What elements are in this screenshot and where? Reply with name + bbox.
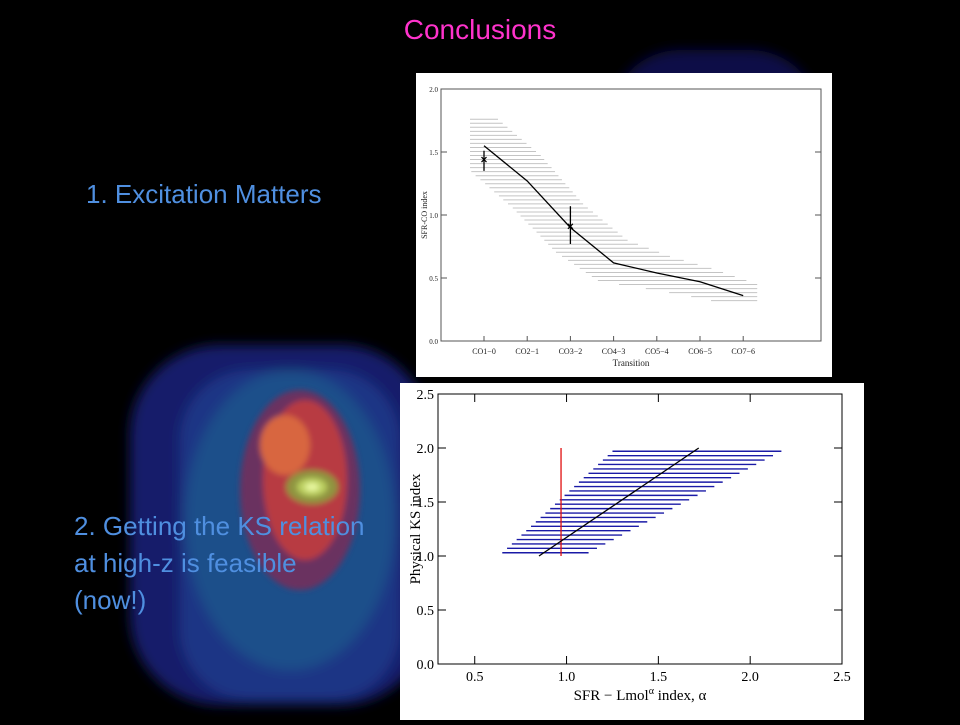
x-ticks: 0.5 1.0 1.5 2.0 2.5 xyxy=(466,394,851,685)
x-tick-label: 2.0 xyxy=(741,670,759,685)
y-ticks: 0.0 0.5 1.0 1.5 2.0 xyxy=(429,86,821,346)
y-tick-label: 0.0 xyxy=(429,338,438,346)
y-tick-label: 0.5 xyxy=(417,604,435,619)
x-ticks: CO1−0 CO2−1 CO3−2 CO4−3 CO5−4 CO6−5 CO7−6 xyxy=(472,336,755,356)
x-tick-label: 1.5 xyxy=(650,670,668,685)
y-tick-label: 2.0 xyxy=(417,442,435,457)
y-ticks: 0.0 0.5 1.0 1.5 2.0 2.5 xyxy=(417,388,842,673)
chart-sfr-co-index: CO1−0 CO2−1 CO3−2 CO4−3 CO5−4 CO6−5 CO7−6 0.0 0… xyxy=(416,73,832,377)
uncertainty-band xyxy=(470,118,758,302)
x-tick-label: CO7−6 xyxy=(731,347,755,356)
y-tick-label: 1.5 xyxy=(429,149,438,157)
point-marker xyxy=(481,156,487,163)
x-tick-label: CO3−2 xyxy=(559,347,583,356)
chart-physical-ks-index: 0.5 1.0 1.5 2.0 2.5 0.0 0.5 1.0 1.5 2.0 2.5 SFR −… xyxy=(400,383,864,720)
y-axis-label: SFR-CO index xyxy=(420,191,429,239)
x-tick-label: 0.5 xyxy=(466,670,484,685)
bullet-excitation: 1. Excitation Matters xyxy=(86,179,322,209)
chart-sfr-co-svg: CO1−0 CO2−1 CO3−2 CO4−3 CO5−4 CO6−5 CO7−6 0.00… xyxy=(420,86,822,368)
y-axis-label: Physical KS index xyxy=(408,473,424,584)
x-tick-label: CO1−0 xyxy=(472,347,496,356)
y-tick-label: 2.5 xyxy=(417,388,435,403)
slide-title: Conclusions xyxy=(403,14,557,45)
y-tick-label: 2.0 xyxy=(429,86,438,94)
y-tick-label: 1.5 xyxy=(417,496,435,511)
series-line xyxy=(538,447,700,557)
x-tick-label: CO6−5 xyxy=(688,347,712,356)
y-tick-label: 0.0 xyxy=(417,658,435,673)
chart-physical-ks-svg: 0.5 1.0 1.5 2.0 2.5 0.0 0.5 1.0 1.5 2.0 2.5 SFR −… xyxy=(408,388,851,704)
x-tick-label: 1.0 xyxy=(558,670,576,685)
plot-frame xyxy=(440,88,822,342)
point-marker xyxy=(567,223,574,230)
bullet-ks-relation: 2. Getting the KS relation at high-z is … xyxy=(74,511,365,615)
y-tick-label: 1.0 xyxy=(417,550,435,565)
series-line xyxy=(483,145,744,297)
x-axis-label: SFR − Lmolα index, α xyxy=(574,686,707,704)
y-tick-label: 0.5 xyxy=(429,275,438,283)
plot-frame xyxy=(437,393,843,665)
data-points xyxy=(481,150,574,244)
x-tick-label: CO5−4 xyxy=(645,347,669,356)
x-tick-label: 2.5 xyxy=(833,670,851,685)
x-tick-label: CO4−3 xyxy=(602,347,626,356)
x-axis-label: Transition xyxy=(613,358,650,368)
x-tick-label: CO2−1 xyxy=(515,347,539,356)
y-tick-label: 1.0 xyxy=(429,212,438,220)
blue-hatched-band xyxy=(502,450,782,554)
